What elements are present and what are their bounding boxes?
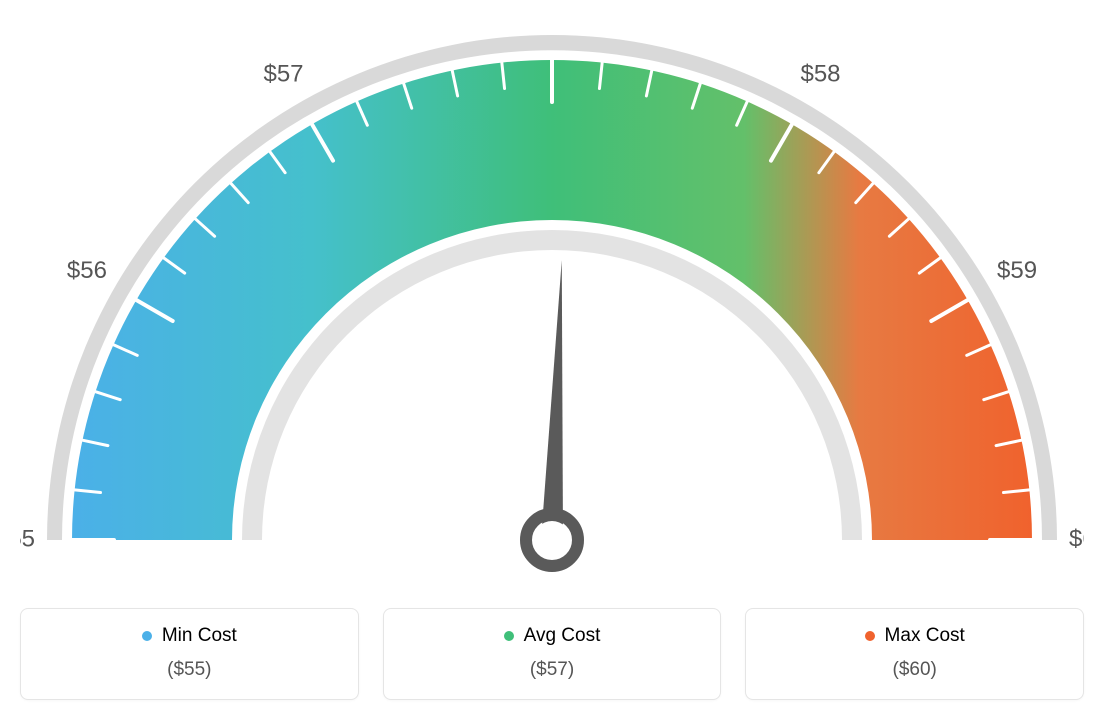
legend-card-max: Max Cost ($60): [745, 608, 1084, 700]
dot-icon: [142, 631, 152, 641]
legend-title-min: Min Cost: [142, 625, 237, 647]
legend-label-max: Max Cost: [885, 625, 965, 647]
gauge-svg: $55$56$57$57$58$59$60: [20, 20, 1084, 580]
legend-value-avg: ($57): [384, 659, 721, 681]
svg-text:$56: $56: [67, 257, 107, 284]
legend-title-max: Max Cost: [865, 625, 965, 647]
legend-card-avg: Avg Cost ($57): [383, 608, 722, 700]
legend-card-min: Min Cost ($55): [20, 608, 359, 700]
svg-text:$57: $57: [263, 60, 303, 87]
svg-text:$59: $59: [997, 257, 1037, 284]
svg-text:$60: $60: [1069, 525, 1084, 552]
dot-icon: [865, 631, 875, 641]
legend-value-max: ($60): [746, 659, 1083, 681]
svg-text:$55: $55: [20, 525, 35, 552]
legend-row: Min Cost ($55) Avg Cost ($57) Max Cost (…: [20, 608, 1084, 700]
legend-label-min: Min Cost: [162, 625, 237, 647]
dot-icon: [504, 631, 514, 641]
svg-text:$58: $58: [800, 60, 840, 87]
legend-value-min: ($55): [21, 659, 358, 681]
legend-title-avg: Avg Cost: [504, 625, 601, 647]
gauge-chart: $55$56$57$57$58$59$60: [20, 20, 1084, 580]
legend-label-avg: Avg Cost: [524, 625, 601, 647]
